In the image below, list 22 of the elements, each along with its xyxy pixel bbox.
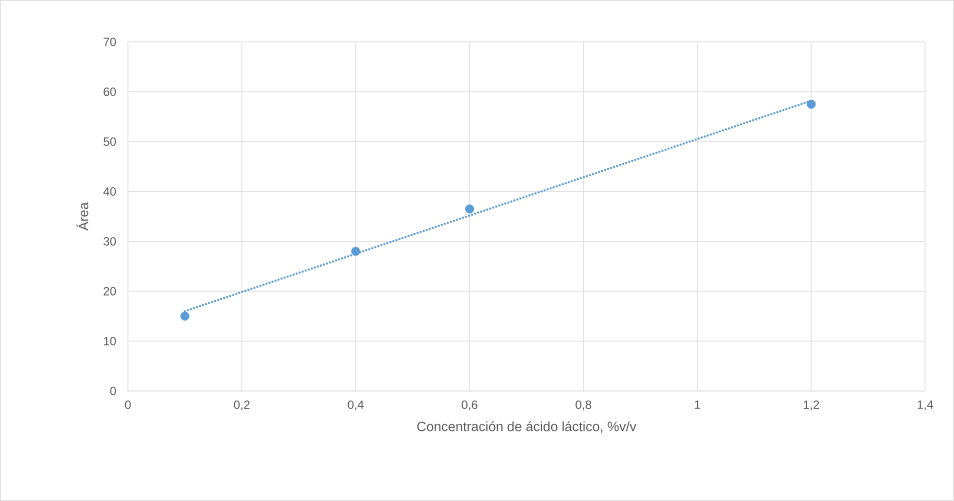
x-tick-label: 1,4 — [918, 400, 934, 410]
point — [465, 204, 474, 214]
x-tick-label: 0,2 — [234, 400, 250, 410]
y-tick-label: 70 — [104, 38, 116, 46]
x-axis-title: Concentración de ácido láctico, %v/v — [417, 421, 636, 433]
x-tick-label: 1,2 — [804, 400, 819, 410]
x-tick-label: 1 — [694, 400, 700, 409]
y-tick-label: 50 — [104, 137, 116, 146]
y-tick-label: 40 — [103, 187, 116, 196]
x-tick-label: 0,8 — [576, 400, 592, 410]
y-tick-label: 60 — [104, 88, 116, 96]
point — [180, 312, 190, 321]
point — [806, 100, 816, 109]
x-tick-label: 0 — [125, 400, 131, 410]
y-tick-label: 0 — [110, 386, 116, 396]
y-tick-label: 20 — [104, 287, 116, 296]
point — [351, 246, 360, 256]
y-axis-title: Área — [76, 202, 88, 231]
x-tick-label: 0,6 — [462, 400, 478, 410]
x-tick-label: 0,4 — [348, 400, 364, 410]
y-tick-label: 30 — [104, 237, 116, 246]
y-tick-label: 10 — [104, 336, 116, 346]
